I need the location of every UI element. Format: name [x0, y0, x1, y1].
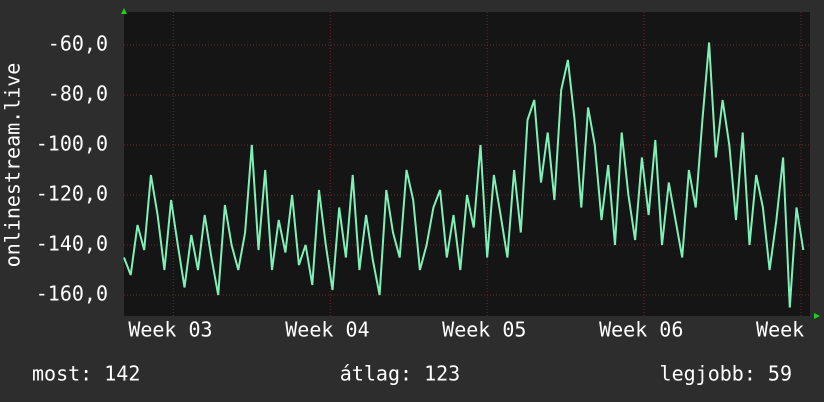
y-tick-label: -100,0 — [36, 132, 108, 156]
x-tick-label: Week 04 — [285, 318, 369, 342]
y-axis-label: onlinestream.live — [1, 63, 25, 268]
y-tick-label: -140,0 — [36, 232, 108, 256]
footer-stat: legjobb: 59 — [660, 362, 792, 386]
x-tick-label: Week 03 — [128, 318, 212, 342]
axis-arrow — [121, 8, 127, 14]
x-tick-label: Week — [756, 318, 804, 342]
x-tick-label: Week 05 — [442, 318, 526, 342]
footer-stat: most: 142 — [32, 362, 140, 386]
y-tick-label: -160,0 — [36, 282, 108, 306]
y-tick-label: -60,0 — [48, 32, 108, 56]
y-tick-label: -80,0 — [48, 82, 108, 106]
footer-stat: átlag: 123 — [340, 362, 460, 386]
data-line — [123, 42, 805, 308]
y-tick-label: -120,0 — [36, 182, 108, 206]
axis-arrow — [814, 313, 820, 319]
x-tick-label: Week 06 — [599, 318, 683, 342]
